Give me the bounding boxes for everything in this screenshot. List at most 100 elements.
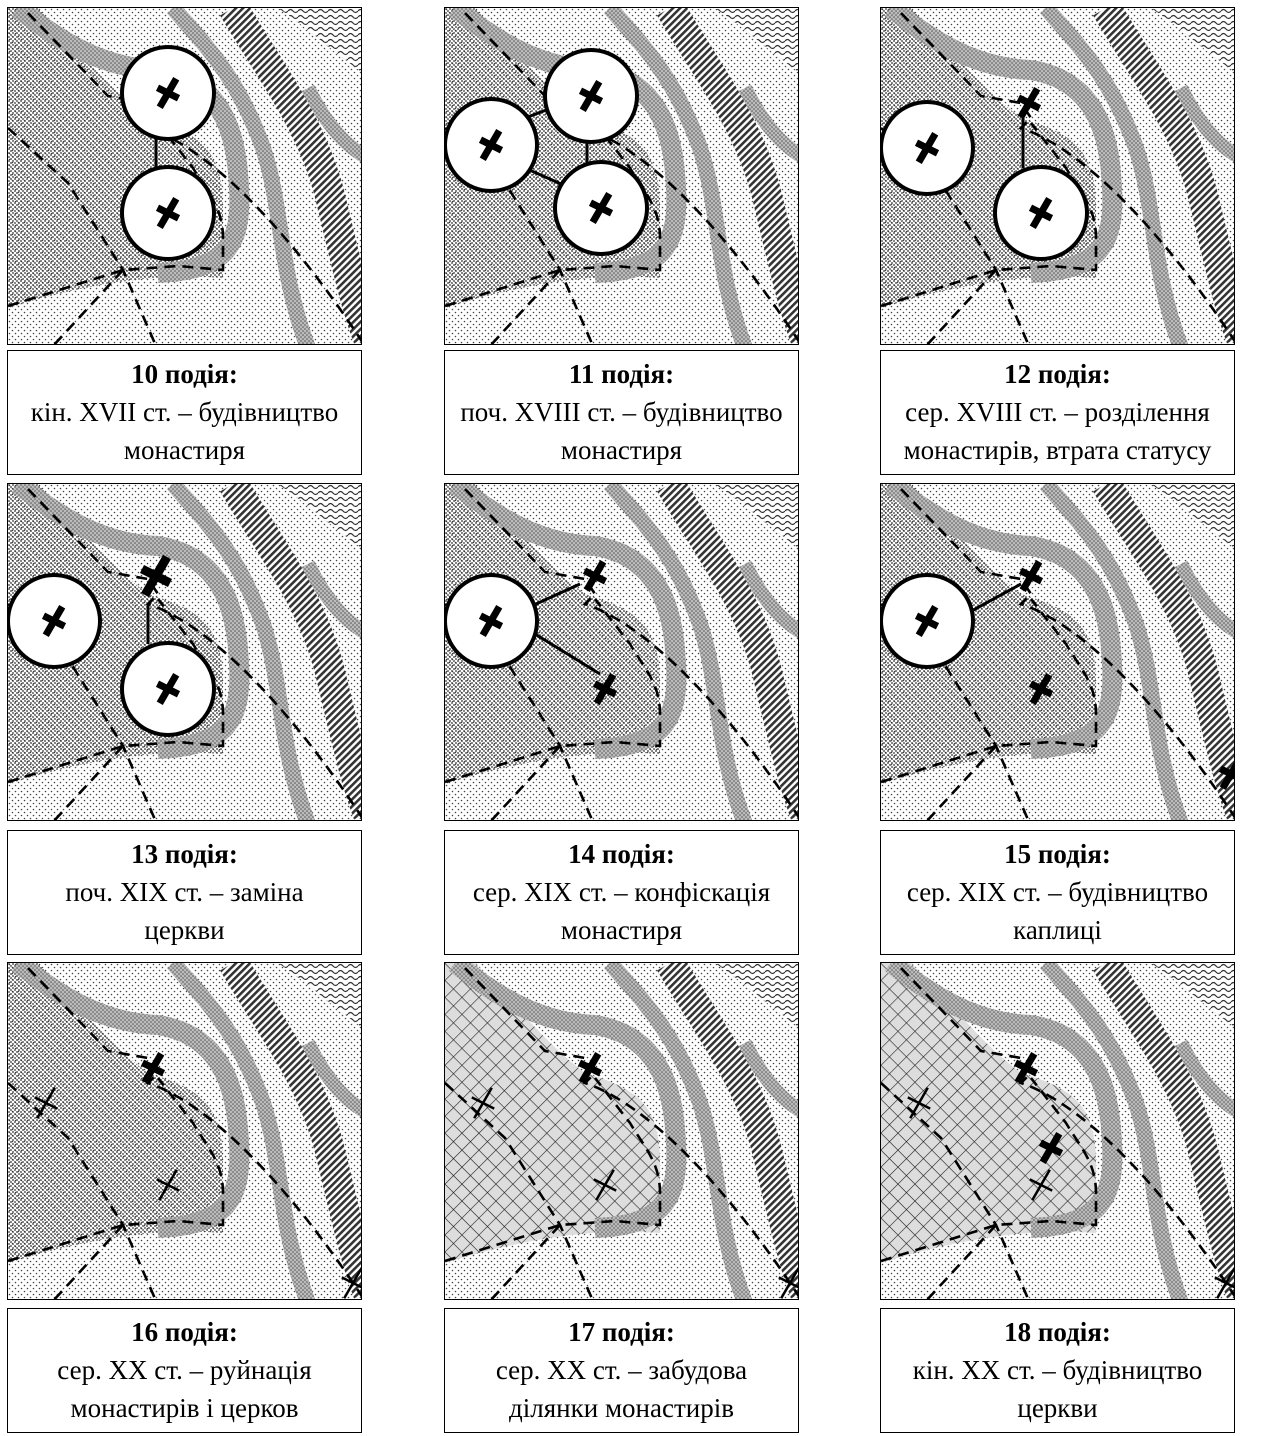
map-layers (881, 963, 1234, 1299)
cross-icon (1028, 196, 1054, 230)
wavy-area (715, 8, 798, 72)
event-text: ділянки монастирів (509, 1393, 734, 1423)
band (738, 1039, 798, 1118)
band (166, 963, 316, 1299)
caption: 16 подія: сер. XX ст. – руйнація монастирі… (7, 1308, 362, 1433)
cross-icon (1218, 761, 1234, 791)
map (881, 484, 1234, 820)
event-text: церкви (144, 915, 225, 945)
map-panel (444, 7, 799, 345)
boundary-line (881, 1082, 1030, 1299)
cross-icon (588, 191, 614, 225)
map-layers (881, 8, 1234, 344)
band (657, 963, 798, 1299)
event-title: 16 подія: (131, 1317, 238, 1347)
event-text: монастиря (123, 435, 246, 465)
cross-icon (1029, 1169, 1053, 1201)
map-layers (8, 8, 361, 344)
band (11, 484, 250, 759)
map-panel (880, 962, 1235, 1300)
band (220, 484, 361, 820)
cross-icon (593, 1169, 617, 1201)
map (445, 963, 798, 1299)
band (448, 484, 687, 759)
cross-icon (34, 1087, 58, 1119)
cross-icon (577, 1051, 603, 1085)
event-text: монастирів і церков (70, 1393, 299, 1423)
band (884, 963, 1123, 1238)
band (884, 484, 1123, 759)
caption: 14 подія: сер. XIX ст. – конфіскація монас… (444, 830, 799, 955)
wavy-area (715, 484, 798, 548)
cross-icon (907, 1087, 931, 1119)
cross-icon (155, 76, 181, 110)
event-title: 12 подія: (1004, 359, 1111, 389)
event-text: сер. XIX ст. – конфіскація (472, 877, 771, 907)
cross-icon (1018, 559, 1044, 593)
event-title: 15 подія: (1004, 839, 1111, 869)
map-layers (445, 484, 798, 820)
map-layers (881, 484, 1234, 820)
band (1039, 963, 1189, 1299)
link-line (965, 582, 1022, 616)
boundary-line (881, 1077, 1098, 1263)
map-layers (445, 963, 798, 1299)
cross-icon (156, 1169, 180, 1201)
band (11, 963, 250, 1238)
band (1174, 560, 1234, 639)
cross-icon (592, 672, 618, 706)
map-panel (7, 483, 362, 821)
event-text: поч. XVIII ст. – будівництво (460, 397, 783, 427)
map (445, 8, 798, 344)
map-panel (444, 962, 799, 1300)
band (301, 560, 361, 639)
cross-icon (1028, 672, 1054, 706)
boundary-line (8, 1082, 157, 1299)
map-layers (8, 963, 361, 1299)
dense-area (445, 484, 660, 784)
dense-area (881, 963, 1096, 1263)
boundary-line (445, 598, 662, 784)
boundary-line (464, 488, 798, 819)
boundary-line (881, 122, 1098, 308)
caption: 12 подія: сер. XVIII ст. – розділення мона… (880, 350, 1235, 475)
map (8, 8, 361, 344)
band (448, 8, 687, 283)
band (657, 8, 798, 344)
cross-icon (778, 1267, 798, 1299)
band (11, 8, 250, 283)
event-text: сер. XVIII ст. – розділення (905, 397, 1210, 427)
wavy-area (278, 963, 361, 1027)
boundary-line (881, 598, 1098, 784)
event-text: кін. XX ст. – будівництво (912, 1355, 1203, 1385)
map (8, 484, 361, 820)
caption: 18 подія: кін. XX ст. – будівництво церкви (880, 1308, 1235, 1433)
map-panel (7, 7, 362, 345)
band (1093, 963, 1234, 1299)
cross-icon (478, 604, 504, 638)
wavy-area (715, 963, 798, 1027)
band (301, 1039, 361, 1118)
caption: 17 подія: сер. XX ст. – забудова ділянки м… (444, 1308, 799, 1433)
dense-area (881, 484, 1096, 784)
band (1174, 84, 1234, 163)
map (445, 484, 798, 820)
link-line (534, 632, 601, 676)
event-title: 14 подія: (568, 839, 675, 869)
boundary-line (8, 122, 225, 308)
map-layers (445, 8, 798, 344)
map (8, 963, 361, 1299)
event-text: сер. XIX ст. – будівництво (906, 877, 1209, 907)
event-text: сер. XX ст. – руйнація (57, 1355, 312, 1385)
cross-icon (140, 1051, 166, 1085)
cross-icon (914, 604, 940, 638)
dense-area (8, 963, 223, 1263)
dense-area (445, 963, 660, 1263)
event-text: монастиря (560, 915, 683, 945)
band (603, 963, 753, 1299)
map-panel (444, 483, 799, 821)
band (657, 484, 798, 820)
map (881, 963, 1234, 1299)
boundary-line (900, 488, 1234, 819)
cross-icon (1016, 86, 1042, 120)
